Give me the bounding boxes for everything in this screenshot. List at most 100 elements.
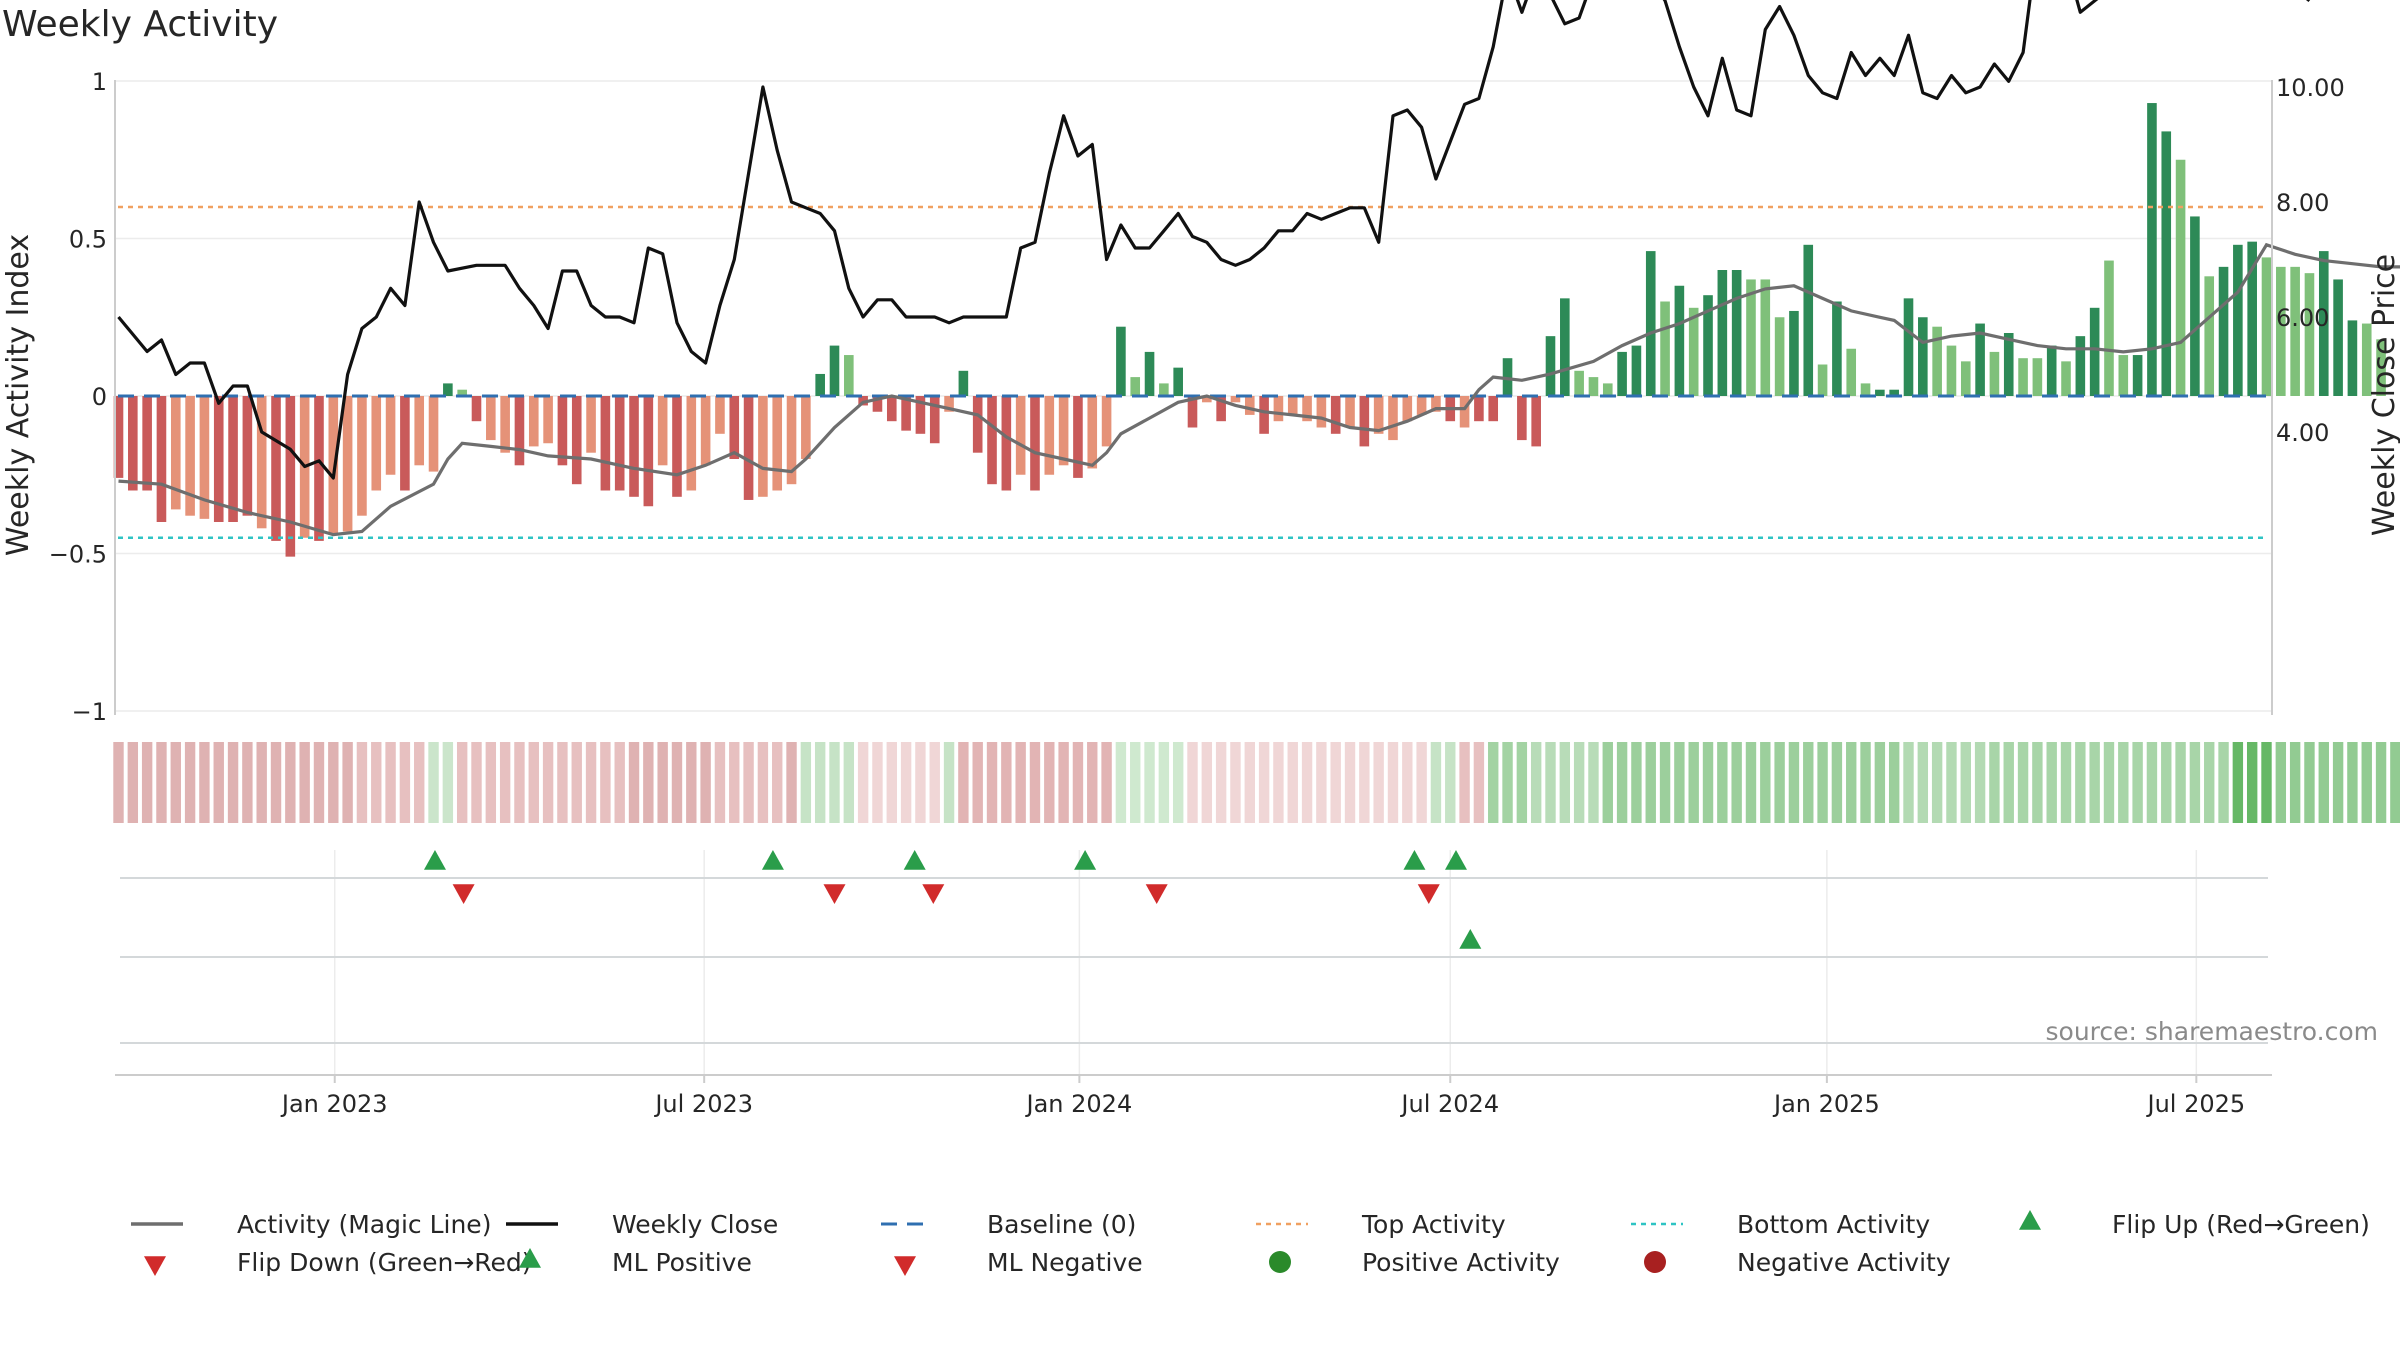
- strip-cell: [213, 742, 224, 823]
- flip-up-marker: [1074, 850, 1097, 870]
- activity-bar: [1617, 351, 1627, 396]
- activity-bar: [2118, 355, 2129, 396]
- strip-cell: [1258, 742, 1270, 823]
- strip-cell: [1888, 742, 1900, 823]
- strip-cell: [1545, 742, 1556, 823]
- activity-bar: [772, 396, 783, 491]
- strip-cell: [729, 742, 740, 823]
- strip-cell: [385, 742, 396, 823]
- strip-cell: [557, 742, 568, 823]
- strip-cell: [1674, 742, 1685, 823]
- activity-bar: [801, 396, 811, 459]
- strip-cell: [2246, 742, 2258, 823]
- strip-cell: [328, 742, 339, 823]
- activity-bar: [1789, 310, 1799, 396]
- activity-bar: [886, 396, 897, 422]
- activity-bar: [2018, 358, 2028, 396]
- activity-bar: [1760, 279, 1771, 396]
- y-tick-right-label: 4.00: [2276, 419, 2329, 447]
- legend-label: ML Positive: [612, 1248, 752, 1277]
- legend-label: ML Negative: [987, 1248, 1143, 1277]
- strip-cell: [1344, 742, 1356, 823]
- strip-cell: [1502, 742, 1513, 823]
- activity-bar: [443, 383, 453, 396]
- flip-down-marker: [922, 884, 945, 904]
- strip-cell: [1201, 742, 1213, 823]
- activity-bar: [142, 396, 152, 491]
- activity-bar: [1130, 377, 1141, 396]
- activity-bar: [2104, 260, 2114, 396]
- activity-bar: [543, 396, 553, 444]
- activity-bar: [2261, 257, 2272, 396]
- activity-bar: [400, 396, 410, 491]
- activity-bar: [2304, 273, 2315, 396]
- activity-bar: [1560, 298, 1570, 396]
- activity-bar: [1989, 351, 2000, 396]
- activity-bar: [815, 373, 825, 396]
- activity-bar: [1101, 396, 1112, 447]
- activity-bar: [199, 396, 210, 519]
- legend-swatch: [519, 1248, 541, 1268]
- strip-cell: [1788, 742, 1800, 823]
- activity-bar: [1875, 389, 1885, 396]
- magic-line-series: [118, 242, 2400, 537]
- activity-bar: [285, 396, 296, 557]
- strip-cell: [786, 742, 797, 823]
- signal-markers: [423, 850, 1482, 949]
- strip-cell: [2232, 742, 2244, 823]
- activity-bar: [2361, 323, 2372, 396]
- y-tick-left-label: 1: [92, 68, 107, 96]
- strip-cell: [1029, 742, 1041, 823]
- strip-cell: [1373, 742, 1384, 823]
- strip-cell: [814, 742, 826, 823]
- activity-bar: [1373, 396, 1384, 434]
- activity-strip: [113, 742, 2400, 823]
- activity-bar: [987, 396, 997, 485]
- activity-bar: [1087, 396, 1098, 469]
- flip-down-marker: [452, 884, 475, 904]
- legend-label: Flip Down (Green→Red): [237, 1248, 532, 1277]
- strip-cell: [456, 742, 468, 823]
- activity-bar: [1015, 396, 1026, 475]
- strip-cell: [1473, 742, 1485, 823]
- strip-cell: [1230, 742, 1241, 823]
- activity-bar: [1717, 270, 1728, 396]
- legend-swatch: [144, 1256, 166, 1276]
- activity-bar: [256, 396, 267, 529]
- strip-cell: [428, 742, 439, 823]
- activity-bar: [1731, 270, 1742, 396]
- activity-bar: [844, 355, 854, 396]
- strip-cell: [1931, 742, 1943, 823]
- activity-bar: [1832, 301, 1842, 396]
- strip-cell: [184, 742, 196, 823]
- strip-cell: [499, 742, 511, 823]
- activity-bar: [1330, 396, 1341, 434]
- strip-cell: [2118, 742, 2129, 823]
- strip-cell: [299, 742, 310, 823]
- strip-cell: [1659, 742, 1671, 823]
- legend-label: Negative Activity: [1737, 1248, 1951, 1277]
- strip-cell: [1144, 742, 1155, 823]
- activity-bar: [1918, 317, 1928, 396]
- activity-bar: [428, 396, 439, 472]
- legend-label: Weekly Close: [612, 1210, 778, 1239]
- strip-cell: [313, 742, 325, 823]
- strip-cell: [170, 742, 181, 823]
- strip-cell: [1817, 742, 1828, 823]
- strip-cell: [757, 742, 769, 823]
- legend-label: Bottom Activity: [1737, 1210, 1930, 1239]
- strip-cell: [1588, 742, 1599, 823]
- activity-bar: [1345, 396, 1355, 428]
- strip-cell: [1158, 742, 1170, 823]
- strip-cell: [2189, 742, 2201, 823]
- activity-bar: [170, 396, 181, 510]
- strip-cell: [2003, 742, 2014, 823]
- strip-cell: [1774, 742, 1785, 823]
- activity-bar: [1230, 396, 1241, 403]
- activity-bar: [1001, 396, 1012, 491]
- activity-bar: [2032, 358, 2043, 396]
- strip-cell: [614, 742, 625, 823]
- activity-bar: [357, 396, 367, 516]
- activity-bar: [1817, 364, 1828, 396]
